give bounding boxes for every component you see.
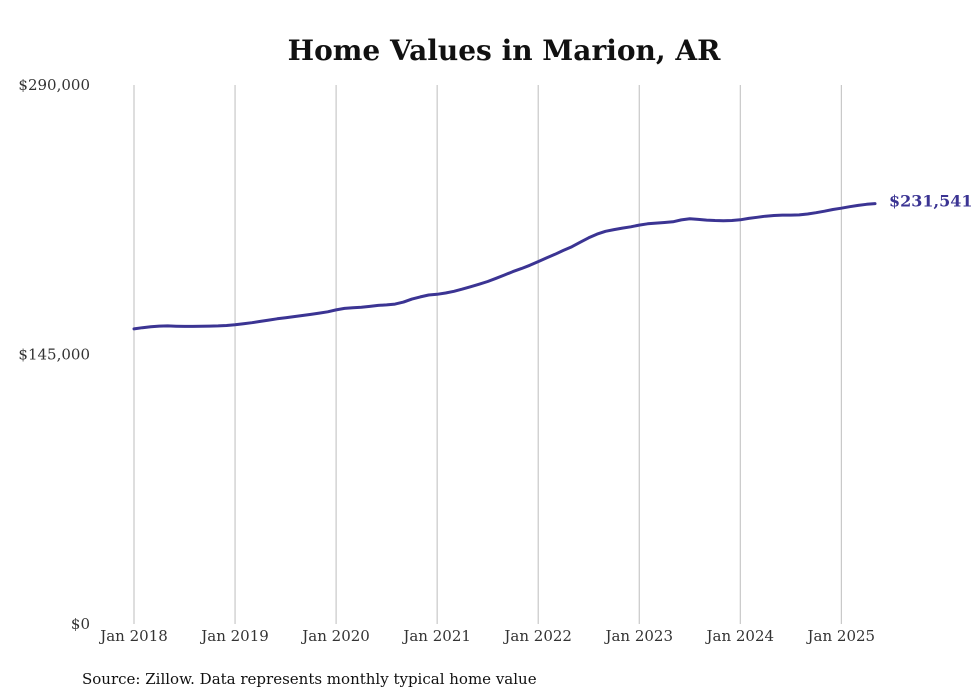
- source-note: Source: Zillow. Data represents monthly …: [82, 670, 537, 688]
- y-tick-label: $145,000: [18, 346, 90, 364]
- x-tick-label: Jan 2021: [401, 627, 471, 645]
- x-tick-label: Jan 2019: [199, 627, 269, 645]
- x-tick-label: Jan 2024: [704, 627, 774, 645]
- end-value-label: $231,541: [889, 192, 973, 211]
- series-line: [132, 202, 877, 331]
- y-tick-label: $0: [71, 615, 90, 633]
- y-axis-ticks: $290,000 $145,000 $0: [18, 76, 90, 633]
- x-tick-label: Jan 2020: [300, 627, 370, 645]
- y-tick-label: $290,000: [18, 76, 90, 94]
- x-axis-ticks: Jan 2018 Jan 2019 Jan 2020 Jan 2021 Jan 2022…: [98, 627, 875, 645]
- chart-title: Home Values in Marion, AR: [288, 34, 721, 67]
- x-tick-label: Jan 2018: [98, 627, 168, 645]
- x-tick-label: Jan 2023: [603, 627, 673, 645]
- gridlines: [133, 85, 842, 624]
- x-tick-label: Jan 2022: [502, 627, 572, 645]
- x-tick-label: Jan 2025: [806, 627, 876, 645]
